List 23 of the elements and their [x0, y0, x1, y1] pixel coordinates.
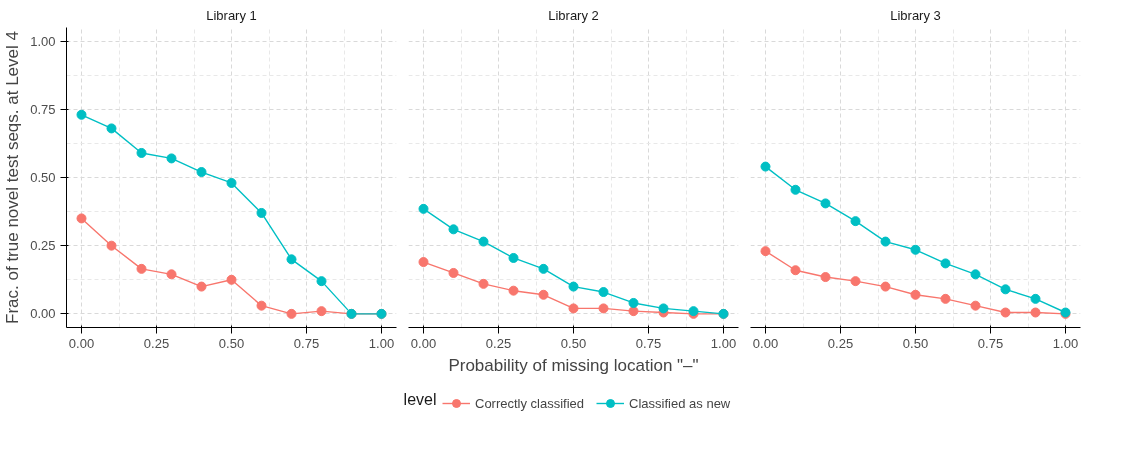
x-tick-label: 0.75: [977, 335, 1004, 351]
x-axis-title: Probability of missing location "–": [448, 355, 699, 375]
x-tick-label: 1.00: [710, 335, 737, 351]
x-tick-label: 1.00: [1052, 335, 1079, 351]
legend-label: Correctly classified: [475, 395, 585, 411]
chart-title: Library 3: [890, 7, 941, 23]
chart-title: Library 1: [206, 7, 257, 23]
y-tick-label: 0.50: [30, 170, 56, 185]
x-tick-label: 0.75: [635, 335, 662, 351]
y-tick-label: 1.00: [30, 33, 56, 49]
y-axis-title: Frac. of true novel test seqs. at Level 4: [3, 31, 23, 324]
legend-label: Classified as new: [629, 395, 731, 411]
y-tick-label: 0.25: [30, 238, 56, 254]
chart-title: Library 2: [548, 7, 599, 23]
legend-title: level: [403, 391, 437, 408]
x-tick-label: 0.00: [752, 335, 779, 351]
y-tick-label: 0.75: [30, 101, 56, 117]
y-tick-label: 0.00: [30, 306, 56, 322]
x-tick-label: 0.25: [485, 335, 512, 351]
x-tick-label: 0.00: [410, 335, 437, 351]
x-tick-label: 0.25: [827, 335, 854, 351]
x-tick-label: 0.50: [560, 335, 587, 351]
x-tick-label: 0.50: [902, 335, 929, 351]
